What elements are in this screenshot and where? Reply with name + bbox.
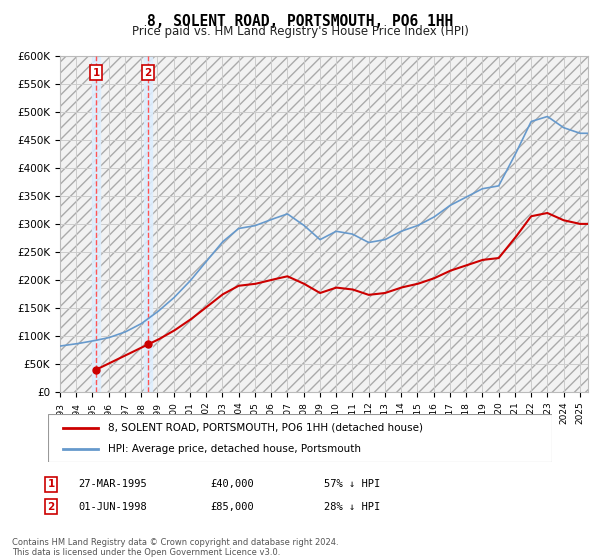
Text: 27-MAR-1995: 27-MAR-1995: [78, 479, 147, 489]
Text: 57% ↓ HPI: 57% ↓ HPI: [324, 479, 380, 489]
FancyBboxPatch shape: [48, 414, 552, 462]
Text: 1: 1: [47, 479, 55, 489]
Text: 28% ↓ HPI: 28% ↓ HPI: [324, 502, 380, 512]
Text: £40,000: £40,000: [210, 479, 254, 489]
Text: 2: 2: [47, 502, 55, 512]
Bar: [144, 56, 152, 392]
Text: 1: 1: [92, 68, 100, 78]
Text: 2: 2: [145, 68, 152, 78]
Bar: [92, 56, 100, 392]
Text: Price paid vs. HM Land Registry's House Price Index (HPI): Price paid vs. HM Land Registry's House …: [131, 25, 469, 38]
Text: 8, SOLENT ROAD, PORTSMOUTH, PO6 1HH (detached house): 8, SOLENT ROAD, PORTSMOUTH, PO6 1HH (det…: [109, 423, 424, 433]
Text: HPI: Average price, detached house, Portsmouth: HPI: Average price, detached house, Port…: [109, 444, 361, 454]
Text: £85,000: £85,000: [210, 502, 254, 512]
Text: Contains HM Land Registry data © Crown copyright and database right 2024.
This d: Contains HM Land Registry data © Crown c…: [12, 538, 338, 557]
Text: 01-JUN-1998: 01-JUN-1998: [78, 502, 147, 512]
Text: 8, SOLENT ROAD, PORTSMOUTH, PO6 1HH: 8, SOLENT ROAD, PORTSMOUTH, PO6 1HH: [147, 14, 453, 29]
